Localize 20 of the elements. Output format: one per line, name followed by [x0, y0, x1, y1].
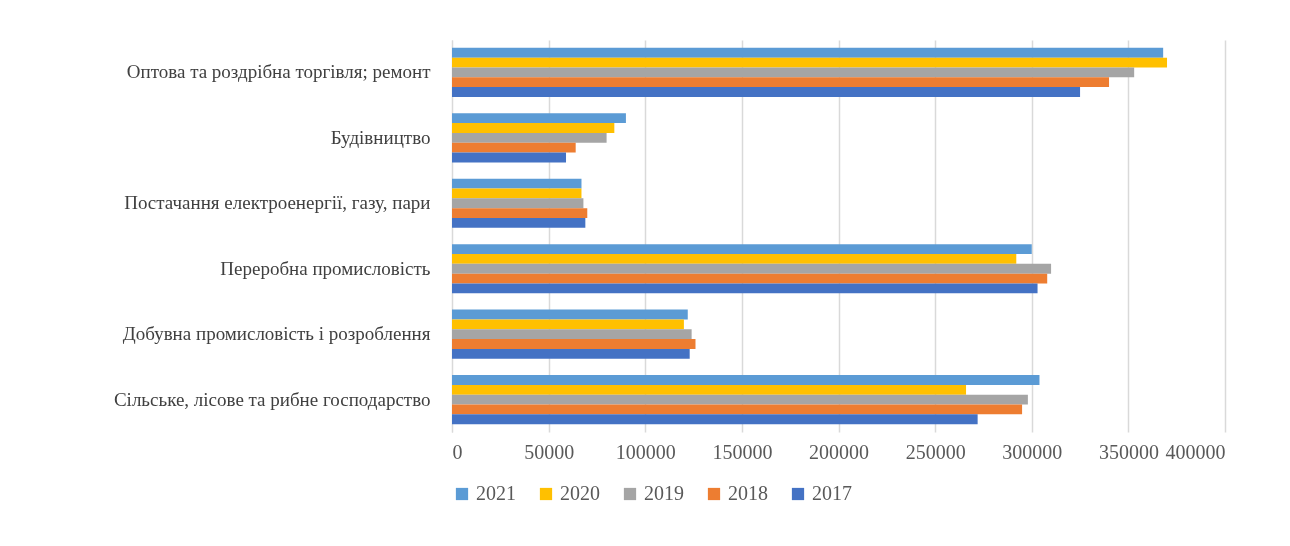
x-tick-label: 150000: [712, 440, 773, 463]
x-tick-label: 200000: [809, 440, 869, 463]
legend-label: 2019: [644, 482, 684, 504]
y-tick-label: Переробна промисловість: [220, 257, 431, 279]
x-tick-label: 400000: [1165, 440, 1226, 463]
x-tick-label: 300000: [1002, 440, 1063, 463]
x-tick-label: 0: [452, 440, 463, 463]
x-tick-label: 50000: [524, 440, 575, 463]
x-tick-label: 100000: [615, 440, 676, 463]
x-tick-label: 250000: [905, 440, 966, 463]
legend-label: 2020: [560, 482, 600, 504]
y-tick-label: Постачання електроенергії, газу, пари: [124, 192, 431, 214]
y-tick-label: Оптова та роздрібна торгівля; ремонт: [126, 61, 432, 83]
y-tick-label: Добувна промисловість і розроблення: [122, 323, 431, 345]
y-tick-label: Сільське, лісове та рибне господарство: [113, 388, 431, 410]
legend-label: 2021: [476, 482, 516, 504]
legend-label: 2017: [812, 482, 852, 504]
legend-label: 2018: [728, 482, 768, 504]
y-tick-label: Будівництво: [330, 126, 431, 148]
x-tick-label: 350000: [1098, 440, 1159, 463]
